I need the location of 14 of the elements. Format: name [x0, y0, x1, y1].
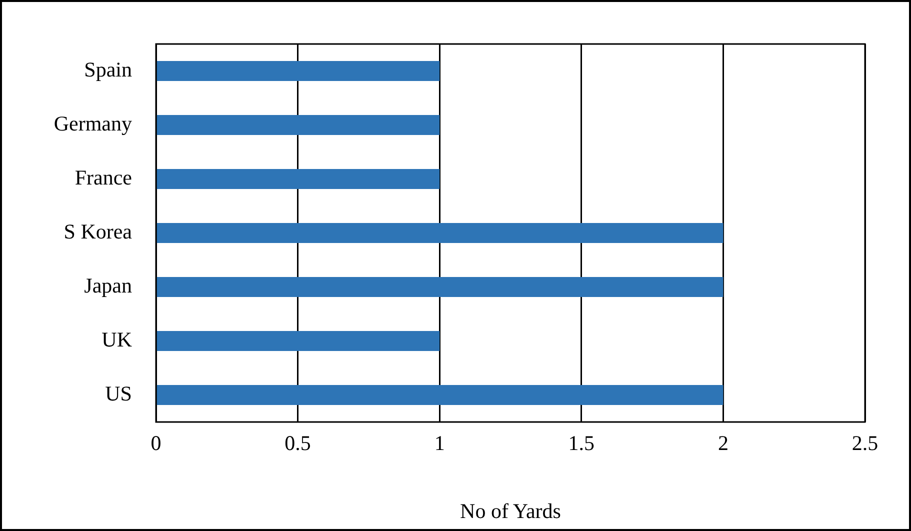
x-axis-title: No of Yards: [460, 498, 561, 523]
x-tick-label: 1: [434, 431, 445, 456]
x-tick-label: 0.5: [284, 431, 311, 456]
y-tick-label: Germany: [54, 112, 132, 136]
y-tick-label: UK: [102, 328, 132, 352]
x-tick-label: 2: [718, 431, 728, 456]
y-tick-label: US: [105, 382, 132, 406]
x-tick-label: 0: [150, 431, 162, 456]
y-tick-label: France: [74, 166, 132, 190]
x-tick-label: 1.5: [568, 431, 595, 456]
y-tick-label: Spain: [84, 58, 132, 82]
y-tick-label: Japan: [84, 274, 132, 298]
y-tick-label: S Korea: [64, 220, 133, 244]
x-tick-label: 2.5: [852, 431, 878, 456]
